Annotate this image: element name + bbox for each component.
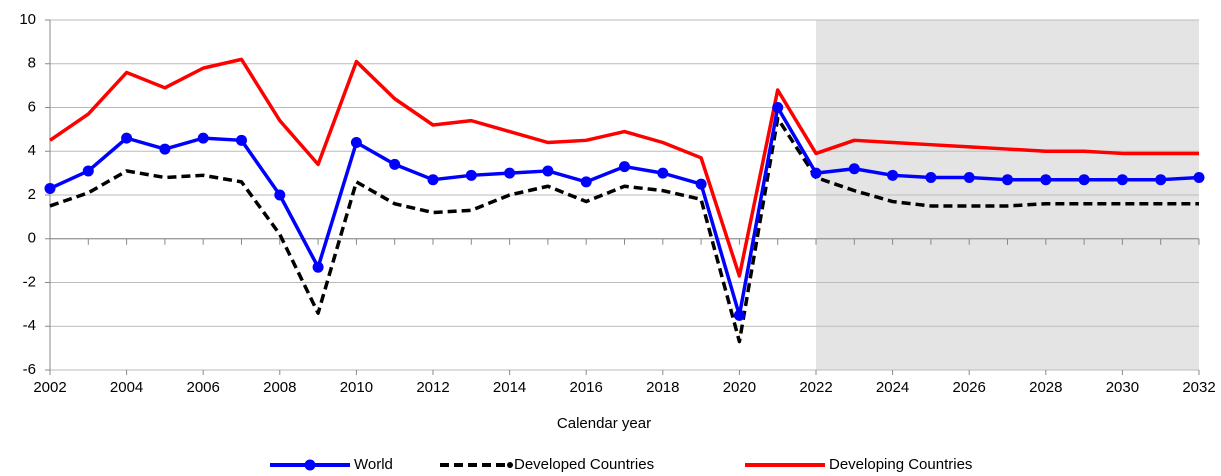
series-marker [810,167,822,179]
series-marker [159,143,171,155]
series-marker [427,174,439,186]
x-tick-label: 2012 [416,379,449,396]
legend-marker [304,459,316,471]
series-marker [1155,174,1167,186]
x-tick-label: 2032 [1182,379,1215,396]
series-marker [504,167,516,179]
series-marker [619,161,630,173]
series-marker [274,189,286,201]
series-marker [197,132,209,144]
series-marker [312,261,324,273]
x-tick-label: 2002 [33,379,66,396]
series-marker [848,163,860,175]
y-tick-label: 6 [28,98,36,115]
series-marker [580,176,592,188]
legend-marker [507,462,513,468]
y-tick-label: -4 [23,317,36,334]
series-marker [82,165,94,177]
series-marker [1040,174,1052,186]
x-tick-label: 2004 [110,379,143,396]
x-axis-label: Calendar year [557,415,651,432]
legend-label: Developed Countries [514,456,654,473]
series-marker [657,167,669,179]
series-marker [1116,174,1128,186]
series-marker [695,178,707,190]
y-tick-label: -6 [23,361,36,378]
x-tick-label: 2008 [263,379,296,396]
x-tick-label: 2026 [953,379,986,396]
legend-label: World [354,456,393,473]
series-marker [542,165,554,177]
x-tick-label: 2006 [187,379,220,396]
x-tick-label: 2024 [876,379,909,396]
series-marker [465,169,477,181]
series-line [49,57,1199,278]
x-tick-label: 2018 [646,379,679,396]
series-marker [925,172,937,183]
x-tick-label: 2028 [1029,379,1062,396]
series-marker [1078,174,1090,186]
x-tick-label: 2014 [493,379,526,396]
series-line [49,116,1199,344]
y-tick-label: 4 [28,142,36,159]
series-marker [350,137,362,148]
series-marker [1002,174,1013,186]
x-tick-label: 2010 [340,379,373,396]
x-tick-label: 2020 [723,379,756,396]
y-tick-label: 0 [28,230,36,247]
series-marker [772,102,784,113]
series-marker [963,172,975,183]
series-marker [1193,172,1205,183]
x-tick-label: 2022 [799,379,832,396]
x-tick-label: 2016 [570,379,603,396]
series-marker [733,309,745,321]
series-marker [121,132,133,144]
x-tick-label: 2030 [1106,379,1139,396]
y-tick-label: -2 [23,273,36,290]
y-tick-label: 8 [28,55,36,72]
series-marker [389,158,401,170]
series-marker [44,182,56,194]
series-marker [887,169,899,181]
y-tick-label: 10 [19,11,36,28]
y-tick-label: 2 [28,186,36,203]
series-marker [236,134,247,146]
legend-label: Developing Countries [829,456,972,473]
